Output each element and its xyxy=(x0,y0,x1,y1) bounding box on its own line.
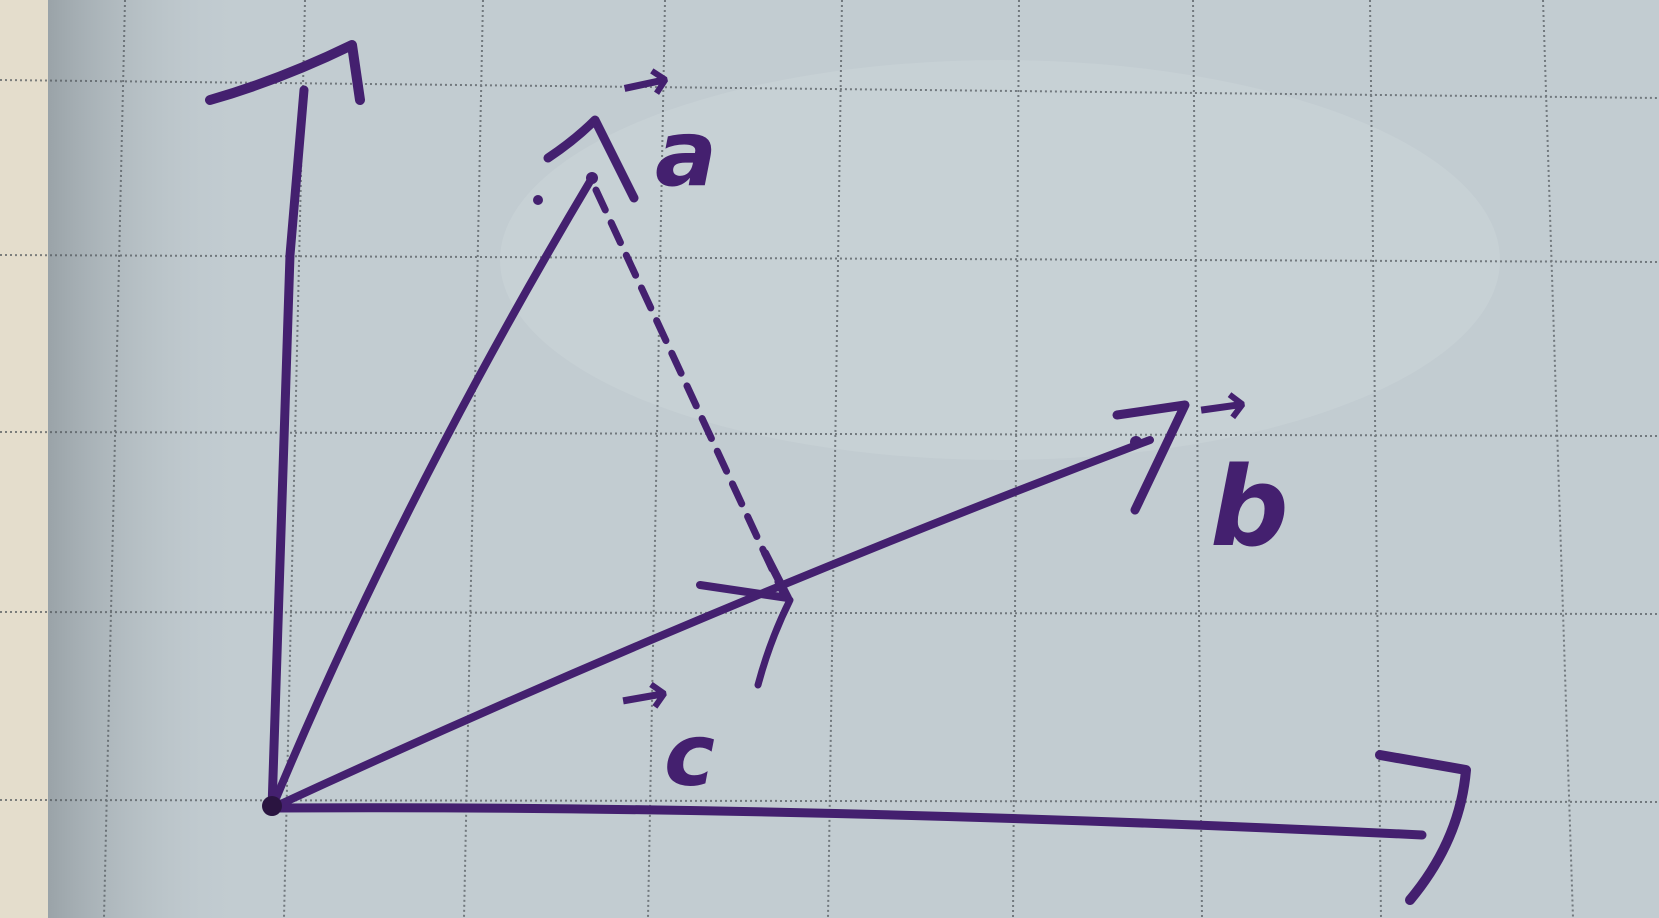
horizontal-axis-arrowhead xyxy=(1375,750,1471,905)
label-b: b xyxy=(1210,443,1289,571)
label-a: a xyxy=(655,100,717,207)
vector-b-tip-dot xyxy=(1130,436,1142,448)
label-c-arrow: → xyxy=(614,657,676,735)
paper-sheet xyxy=(48,0,1659,918)
label-b-arrow: → xyxy=(1193,368,1253,444)
projection-dashed-line xyxy=(592,186,789,601)
vector-b-arrowhead xyxy=(1112,400,1190,515)
origin-dot xyxy=(262,796,282,816)
vector-a-line xyxy=(268,174,596,812)
right-angle-marker xyxy=(754,596,794,689)
vector-a-tip-dot xyxy=(586,172,598,184)
labels: → a → b → c xyxy=(614,43,1289,806)
horizontal-axis xyxy=(267,803,1427,840)
stray-dot xyxy=(533,195,543,205)
label-c: c xyxy=(664,706,715,806)
paper-shadow xyxy=(48,0,248,918)
vector-a-arrowhead xyxy=(543,115,639,203)
vector-b-line xyxy=(268,436,1154,812)
ink-drawing xyxy=(205,40,1471,905)
vertical-axis xyxy=(267,85,309,813)
vertical-axis-arrowhead xyxy=(205,40,365,105)
